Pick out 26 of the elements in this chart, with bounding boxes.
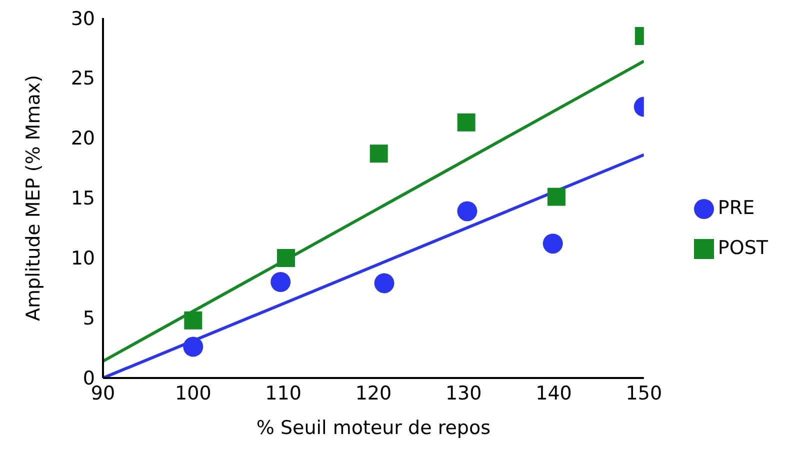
point xyxy=(370,144,388,163)
y-tick-label: 10 xyxy=(70,248,95,270)
point xyxy=(270,272,291,292)
x-tick-label: 120 xyxy=(355,382,392,404)
point xyxy=(457,201,478,222)
y-tick-label: 25 xyxy=(70,68,95,90)
y-tick-label: 15 xyxy=(70,188,95,210)
x-tick-label: 130 xyxy=(445,382,482,404)
point xyxy=(542,234,563,254)
x-tick-label: 150 xyxy=(626,382,662,404)
y-tick-label: 5 xyxy=(82,308,95,330)
point xyxy=(374,273,394,294)
legend-label: PRE xyxy=(718,197,755,219)
y-tick-label: 30 xyxy=(70,8,95,30)
point xyxy=(277,249,296,267)
y-axis-title: Amplitude MEP (% Mmax) xyxy=(22,74,45,322)
x-tick-label: 110 xyxy=(265,382,302,404)
point xyxy=(184,311,202,330)
legend-label: POST xyxy=(718,237,768,259)
x-tick-label: 100 xyxy=(175,382,212,404)
x-axis-title: % Seuil moteur de repos xyxy=(256,417,491,439)
point xyxy=(547,188,566,206)
point xyxy=(457,113,476,132)
point xyxy=(183,336,204,357)
y-tick-label: 20 xyxy=(70,128,95,150)
x-tick-label: 140 xyxy=(536,382,572,404)
